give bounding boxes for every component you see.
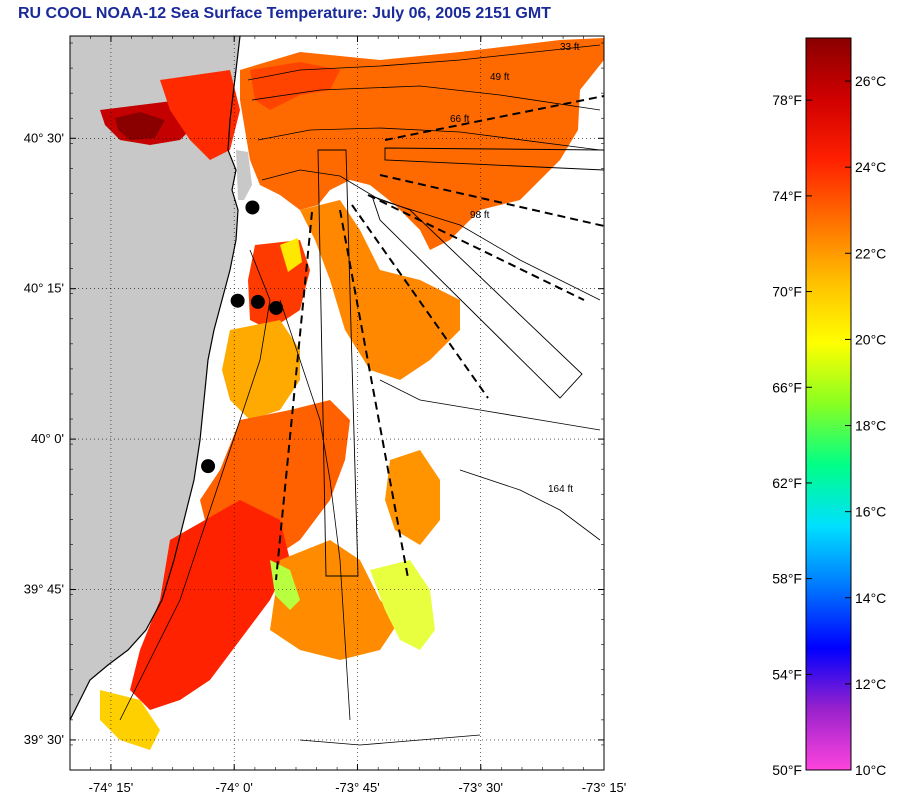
lon-tick-label: -74° 15' [89, 780, 134, 795]
lon-tick-label: -73° 30' [458, 780, 503, 795]
colorbar-f-label: 66°F [772, 379, 802, 395]
depth-label: 49 ft [490, 72, 510, 83]
depth-label: 33 ft [560, 42, 580, 53]
colorbar-f-label: 78°F [772, 92, 802, 108]
depth-label: 98 ft [470, 210, 490, 221]
colorbar-f-label: 54°F [772, 666, 802, 682]
colorbar-f-label: 50°F [772, 762, 802, 778]
colorbar-c-label: 20°C [855, 331, 886, 347]
colorbar-f-label: 70°F [772, 284, 802, 300]
colorbar-f-label: 58°F [772, 571, 802, 587]
colorbar [805, 37, 852, 771]
colorbar-f-label: 62°F [772, 475, 802, 491]
colorbar-c-label: 12°C [855, 676, 886, 692]
lat-tick-label: 39° 45' [24, 582, 64, 597]
station-marker [201, 459, 216, 474]
depth-label: 164 ft [548, 484, 573, 495]
station-marker [230, 293, 245, 308]
lat-tick-label: 39° 30' [24, 732, 64, 747]
station-marker [250, 294, 265, 309]
depth-labels: 33 ft 49 ft 66 ft 98 ft 164 ft [450, 42, 580, 495]
lon-tick-label: -73° 45' [335, 780, 380, 795]
map-axes: 40° 30' 40° 15' 40° 0' 39° 45' 39° 30' -74° 1… [24, 36, 626, 795]
lat-tick-label: 40° 30' [24, 130, 64, 145]
colorbar-c-label: 24°C [855, 159, 886, 175]
stations [201, 200, 284, 474]
depth-label: 66 ft [450, 114, 470, 125]
graticule [70, 36, 605, 770]
lon-tick-label: -73° 15' [582, 780, 627, 795]
colorbar-c-label: 26°C [855, 73, 886, 89]
colorbar-c-label: 14°C [855, 590, 886, 606]
sst-field [100, 38, 604, 750]
colorbar-f-label: 74°F [772, 188, 802, 204]
land-mass [70, 36, 240, 720]
transect-lines [275, 95, 604, 581]
colorbar-c-label: 10°C [855, 762, 886, 778]
station-marker [269, 300, 284, 315]
colorbar-c-label: 16°C [855, 504, 886, 520]
depth-contours [119, 44, 601, 746]
colorbar-c-label: 22°C [855, 245, 886, 261]
lat-tick-label: 40° 15' [24, 281, 64, 296]
colorbar-c-label: 18°C [855, 418, 886, 434]
lon-tick-label: -74° 0' [216, 780, 253, 795]
sandy-hook [236, 150, 252, 200]
station-marker [245, 200, 260, 215]
colorbar-ticks: 78°F 74°F 70°F 66°F 62°F 58°F 54°F 50°F 26°C 24°C… [772, 73, 886, 778]
sampling-boxes [317, 147, 604, 577]
lat-tick-label: 40° 0' [31, 431, 64, 446]
map-title: RU COOL NOAA-12 Sea Surface Temperature:… [18, 5, 551, 22]
coastline [70, 36, 241, 721]
